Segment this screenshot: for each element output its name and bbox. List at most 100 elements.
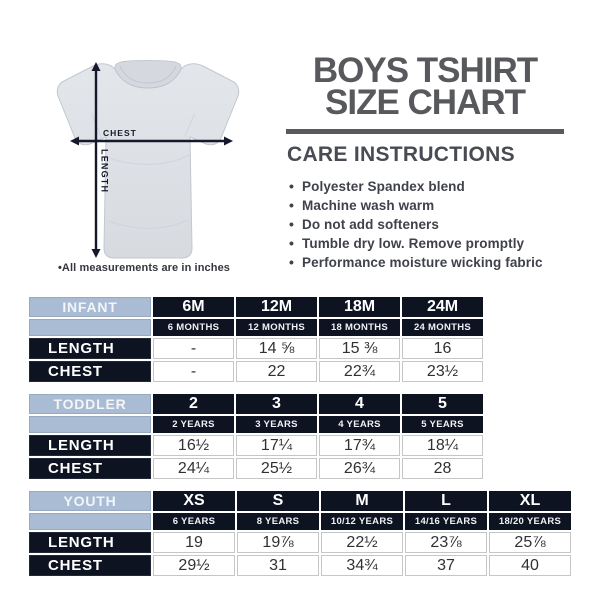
chest-value-cell: 24¼ [153, 458, 234, 479]
chest-value-cell: 28 [402, 458, 483, 479]
care-item: • Tumble dry low. Remove promptly [289, 234, 579, 253]
age-subheader-cell: 2 YEARS [153, 416, 234, 433]
category-cell: TODDLER [29, 394, 151, 414]
length-value-cell: 16½ [153, 435, 234, 456]
tshirt-collar [114, 60, 182, 89]
page-title-line1: BOYS TSHIRT [312, 51, 538, 90]
size-header-cell: L [405, 491, 487, 511]
size-header-cell: 5 [402, 394, 483, 414]
size-header-cell: M [321, 491, 403, 511]
title-underline [286, 129, 564, 134]
chest-value-cell: 31 [237, 555, 319, 576]
care-item-text: Do not add softeners [302, 217, 440, 232]
size-header-cell: 2 [153, 394, 234, 414]
length-row-label: LENGTH [29, 532, 151, 553]
size-header-cell: 6M [153, 297, 234, 317]
tshirt-diagram: CHEST LENGTH [35, 53, 253, 265]
chest-row-label: CHEST [29, 458, 151, 479]
table-row: LENGTH 16½ 17¼ 17¾ 18¼ [29, 435, 483, 456]
category-spacer-cell [29, 513, 151, 530]
category-spacer-cell [29, 319, 151, 336]
tshirt-illustration: CHEST LENGTH [56, 60, 240, 259]
chest-value-cell: 29½ [153, 555, 235, 576]
age-subheader-cell: 10/12 YEARS [321, 513, 403, 530]
title-block: BOYS TSHIRT SIZE CHART [282, 51, 568, 134]
length-value-cell: 14 ⅝ [236, 338, 317, 359]
age-subheader-cell: 18 MONTHS [319, 319, 400, 336]
size-header-cell: XS [153, 491, 235, 511]
chest-value-cell: 34¾ [321, 555, 403, 576]
chest-value-cell: 40 [489, 555, 571, 576]
age-subheader-cell: 6 YEARS [153, 513, 235, 530]
table-row: LENGTH 19 19⅞ 22½ 23⅞ 25⅞ [29, 532, 571, 553]
care-item-text: Polyester Spandex blend [302, 179, 465, 194]
chest-row-label: CHEST [29, 361, 151, 382]
length-value-cell: 23⅞ [405, 532, 487, 553]
table-row: CHEST - 22 22¾ 23½ [29, 361, 483, 382]
tshirt-wrinkle [184, 112, 196, 138]
age-subheader-cell: 24 MONTHS [402, 319, 483, 336]
chest-arrow [70, 136, 233, 146]
length-value-cell: 17¾ [319, 435, 400, 456]
table-row: CHEST 24¼ 25½ 26¾ 28 [29, 458, 483, 479]
table-row: INFANT 6M 12M 18M 24M [29, 297, 483, 317]
care-instructions-section: CARE INSTRUCTIONS • Polyester Spandex bl… [287, 143, 579, 272]
size-table-youth: YOUTH XS S M L XL 6 YEARS 8 YEARS 10/12 … [27, 489, 573, 578]
chest-value-cell: 23½ [402, 361, 483, 382]
age-subheader-cell: 14/16 YEARS [405, 513, 487, 530]
bullet-icon: • [289, 216, 295, 232]
table-row: 6 YEARS 8 YEARS 10/12 YEARS 14/16 YEARS … [29, 513, 571, 530]
length-value-cell: 17¼ [236, 435, 317, 456]
age-subheader-cell: 3 YEARS [236, 416, 317, 433]
length-row-label: LENGTH [29, 435, 151, 456]
length-value-cell: 15 ⅜ [319, 338, 400, 359]
length-row-label: LENGTH [29, 338, 151, 359]
size-header-cell: 18M [319, 297, 400, 317]
size-header-cell: 3 [236, 394, 317, 414]
age-subheader-cell: 8 YEARS [237, 513, 319, 530]
table-row: CHEST 29½ 31 34¾ 37 40 [29, 555, 571, 576]
care-item: • Performance moisture wicking fabric [289, 253, 579, 272]
length-value-cell: 18¼ [402, 435, 483, 456]
length-value-cell: 19⅞ [237, 532, 319, 553]
care-item: • Do not add softeners [289, 215, 579, 234]
age-subheader-cell: 18/20 YEARS [489, 513, 571, 530]
bullet-icon: • [289, 235, 295, 251]
category-cell: YOUTH [29, 491, 151, 511]
care-item-text: Tumble dry low. Remove promptly [302, 236, 525, 251]
care-instructions-heading: CARE INSTRUCTIONS [287, 143, 515, 166]
table-row: 2 YEARS 3 YEARS 4 YEARS 5 YEARS [29, 416, 483, 433]
measurements-footnote: •All measurements are in inches [57, 262, 231, 274]
chest-value-cell: - [153, 361, 234, 382]
age-subheader-cell: 6 MONTHS [153, 319, 234, 336]
length-value-cell: 16 [402, 338, 483, 359]
table-row: 6 MONTHS 12 MONTHS 18 MONTHS 24 MONTHS [29, 319, 483, 336]
chest-value-cell: 22¾ [319, 361, 400, 382]
chest-row-label: CHEST [29, 555, 151, 576]
size-header-cell: S [237, 491, 319, 511]
category-cell: INFANT [29, 297, 151, 317]
length-arrow-label: LENGTH [100, 149, 110, 193]
care-item-text: Machine wash warm [302, 198, 435, 213]
care-item-text: Performance moisture wicking fabric [302, 255, 543, 270]
age-subheader-cell: 12 MONTHS [236, 319, 317, 336]
chest-value-cell: 25½ [236, 458, 317, 479]
bullet-icon: • [289, 197, 295, 213]
length-value-cell: 22½ [321, 532, 403, 553]
chest-arrow-label: CHEST [103, 128, 137, 138]
length-value-cell: 25⅞ [489, 532, 571, 553]
length-value-cell: - [153, 338, 234, 359]
table-row: YOUTH XS S M L XL [29, 491, 571, 511]
age-subheader-cell: 5 YEARS [402, 416, 483, 433]
size-header-cell: 12M [236, 297, 317, 317]
size-table-infant: INFANT 6M 12M 18M 24M 6 MONTHS 12 MONTHS… [27, 295, 485, 384]
size-header-cell: 4 [319, 394, 400, 414]
category-spacer-cell [29, 416, 151, 433]
care-item: • Polyester Spandex blend [289, 177, 579, 196]
tshirt-collar-inner-line [119, 65, 177, 84]
size-table-toddler: TODDLER 2 3 4 5 2 YEARS 3 YEARS 4 YEARS … [27, 392, 485, 481]
bullet-icon: • [289, 254, 295, 270]
tshirt-wrinkle [106, 154, 190, 165]
age-subheader-cell: 4 YEARS [319, 416, 400, 433]
